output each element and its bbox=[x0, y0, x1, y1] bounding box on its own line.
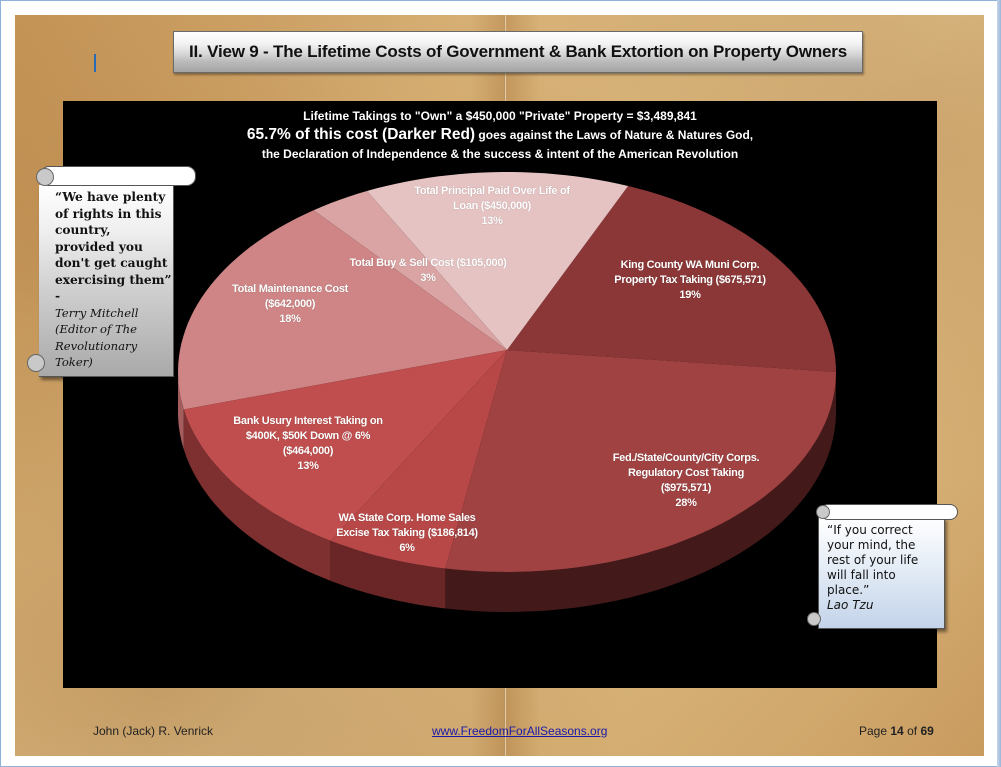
quote-right-text: “If you correct your mind, the rest of y… bbox=[827, 523, 919, 597]
pie-slice-label-line: 3% bbox=[420, 272, 436, 284]
section-title: II. View 9 - The Lifetime Costs of Gover… bbox=[189, 42, 847, 61]
pie-slice bbox=[183, 350, 508, 541]
footer-page-number: Page 14 of 69 bbox=[859, 724, 934, 738]
quote-left-text: “We have plenty of rights in this countr… bbox=[55, 190, 172, 303]
pie-slice-label-line: ($464,000) bbox=[282, 445, 334, 457]
pie-slice-side bbox=[445, 372, 836, 612]
pie-slice-label-line: $400K, $50K Down @ 6% bbox=[245, 430, 371, 442]
pie-slice bbox=[313, 191, 507, 350]
quote-left-author: Terry Mitchell (Editor of The Revolution… bbox=[55, 305, 139, 370]
pie-slice-label-line: 6% bbox=[399, 542, 415, 554]
pie-slice bbox=[445, 350, 836, 572]
pie-slice-label-line: ($642,000) bbox=[264, 298, 316, 310]
pie-slice-label: Total Principal Paid Over Life of Loan ($… bbox=[414, 184, 570, 229]
page-current: 14 bbox=[890, 724, 904, 738]
scroll-curl-bottom bbox=[807, 612, 821, 626]
chart-title: Lifetime Takings to "Own" a $450,000 "Pr… bbox=[303, 109, 697, 123]
page-label: Page bbox=[859, 724, 888, 738]
scroll-curl-top bbox=[36, 168, 54, 186]
quote-scroll-right bbox=[818, 517, 945, 629]
pie-slice-side bbox=[330, 540, 446, 609]
pie-slice-label-line: Property Tax Taking ($675,571) bbox=[614, 274, 766, 286]
quote-right-author: Lao Tzu bbox=[827, 598, 874, 612]
pie-slice-label-line: Regulatory Cost Taking bbox=[627, 467, 745, 479]
quote-right: “If you correct your mind, the rest of y… bbox=[827, 523, 939, 613]
page-total: 69 bbox=[920, 724, 934, 738]
pie-slice-label-line: King County WA Muni Corp. bbox=[620, 259, 760, 271]
chart-subtitle-line3: the Declaration of Independence & the su… bbox=[261, 147, 739, 161]
pie-slice bbox=[178, 210, 507, 410]
text-cursor bbox=[94, 54, 96, 72]
pie-slice-side bbox=[178, 372, 184, 450]
pie-slice-label: Fed./State/County/City Corps. Regulatory … bbox=[613, 451, 760, 511]
pie-slice-label: Total Buy & Sell Cost ($105,000) 3% bbox=[349, 256, 506, 286]
quote-scroll-left-top-roll bbox=[40, 166, 196, 186]
pie-slice-label: King County WA Muni Corp. Property Tax Ta… bbox=[614, 258, 766, 303]
pie-slice-label-line: Total Buy & Sell Cost ($105,000) bbox=[349, 257, 507, 269]
section-title-bar: II. View 9 - The Lifetime Costs of Gover… bbox=[173, 31, 863, 73]
pie-slice-label-line: Bank Usury Interest Taking on bbox=[233, 415, 383, 427]
footer-author: John (Jack) R. Venrick bbox=[93, 724, 214, 738]
pie-slice-label: Total Maintenance Cost ($642,000) 18% bbox=[232, 282, 348, 327]
scroll-curl-top bbox=[816, 505, 830, 519]
pie-slice bbox=[366, 172, 629, 350]
pie-slice-label: WA State Corp. Home Sales Excise Tax Taki… bbox=[336, 511, 478, 556]
pie-slice-label-line: Total Principal Paid Over Life of bbox=[414, 185, 570, 197]
chart-subtitle: 65.7% of this cost (Darker Red) goes aga… bbox=[63, 125, 937, 145]
chart-heading: Lifetime Takings to "Own" a $450,000 "Pr… bbox=[63, 107, 937, 163]
footer-website-link[interactable]: www.FreedomForAllSeasons.org bbox=[432, 724, 608, 738]
pie-slice-label-line: Total Maintenance Cost bbox=[231, 283, 349, 295]
scroll-curl-bottom bbox=[27, 354, 45, 372]
window-scroll-edge bbox=[997, 0, 1001, 767]
quote-scroll-right-top-roll bbox=[820, 504, 958, 520]
pie-slice-label-line: Loan ($450,000) bbox=[452, 200, 532, 212]
pie-slice-label-line: 19% bbox=[679, 289, 701, 301]
pie-slice-label-line: Excise Tax Taking ($186,814) bbox=[336, 527, 478, 539]
pie-slice-side bbox=[183, 409, 331, 581]
page-of: of bbox=[907, 724, 918, 738]
pie-slice-label-line: 18% bbox=[279, 313, 301, 325]
pie-slice-label-line: WA State Corp. Home Sales bbox=[338, 512, 476, 524]
pie-slice-label-line: Fed./State/County/City Corps. bbox=[612, 452, 760, 464]
chart-subtitle-rest: goes against the Laws of Nature & Nature… bbox=[475, 128, 754, 142]
pie-slice-label-line: 13% bbox=[297, 460, 319, 472]
pie-slice-label: Bank Usury Interest Taking on $400K, $50K… bbox=[233, 414, 383, 474]
chart-subtitle-bold: 65.7% of this cost (Darker Red) bbox=[246, 126, 476, 143]
quote-left: “We have plenty of rights in this countr… bbox=[55, 189, 173, 371]
pie-slice-label-line: ($975,571) bbox=[660, 482, 712, 494]
pie-slice-label-line: 28% bbox=[675, 497, 697, 509]
pie-slice bbox=[330, 350, 507, 569]
pie-slice-label-line: 13% bbox=[481, 215, 503, 227]
quote-scroll-left bbox=[39, 185, 174, 377]
pie-slice bbox=[507, 186, 836, 372]
